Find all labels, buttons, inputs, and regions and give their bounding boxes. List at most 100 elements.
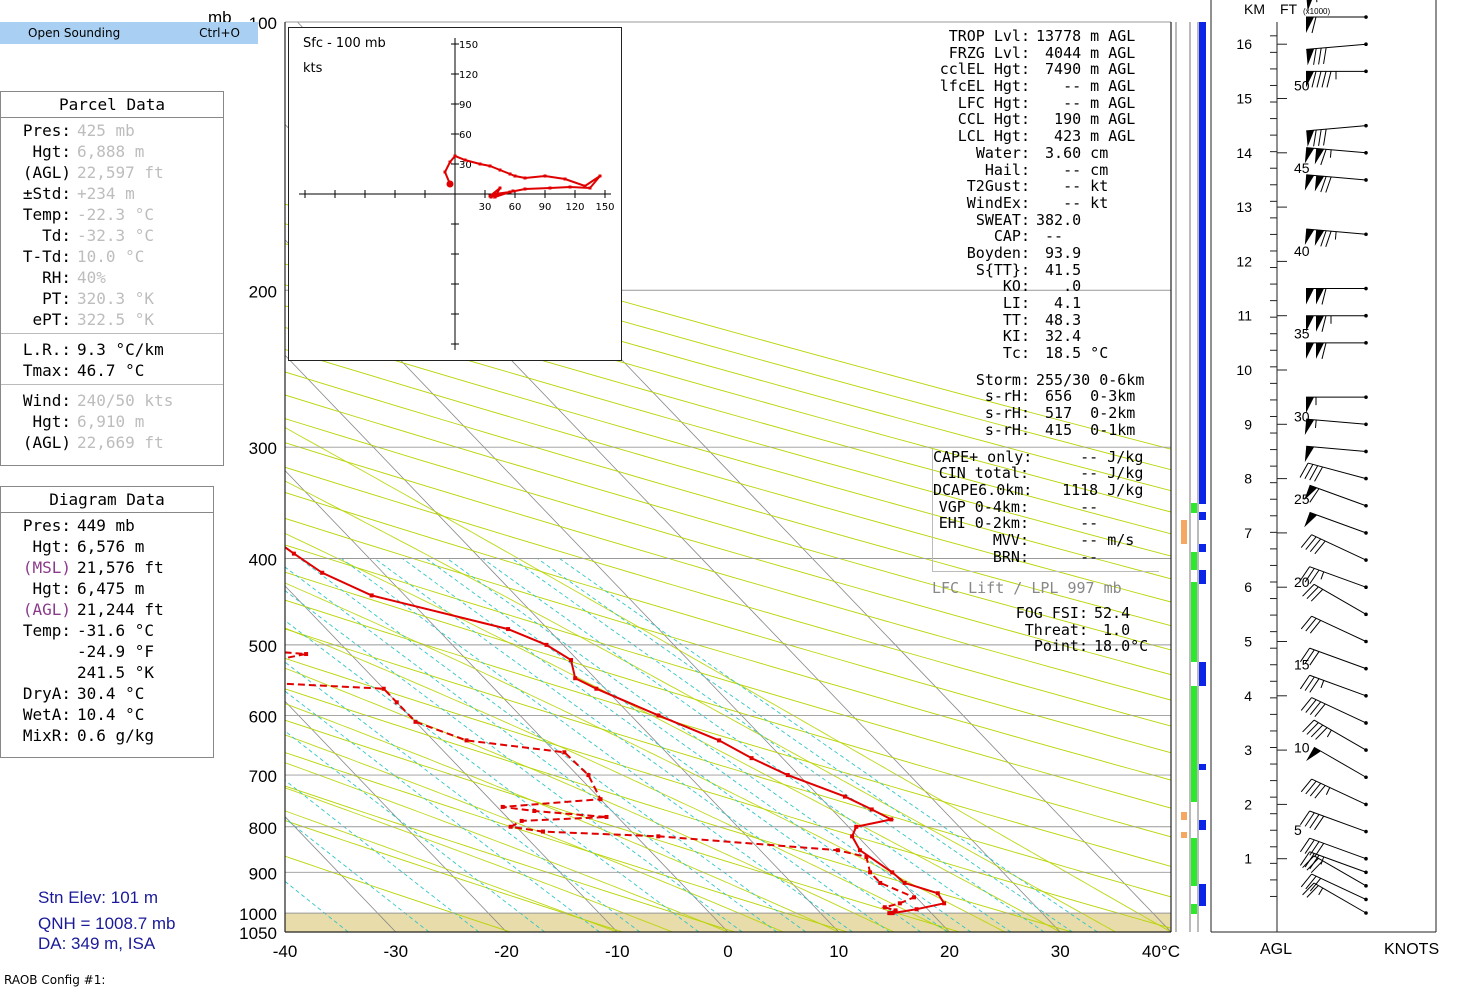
dry-adiabat-line <box>285 371 1171 627</box>
dewpoint-line-point <box>586 773 591 778</box>
index-row: WindEx: -- kt <box>918 195 1172 212</box>
km-tick-label: 15 <box>1236 91 1252 107</box>
parcel-label: PT: <box>42 289 71 308</box>
wind-barb-dot <box>1364 639 1368 644</box>
index-row: Hail: -- cm <box>918 161 1172 179</box>
wind-barb-dot <box>1364 232 1368 237</box>
stability-indices-panel: TROP Lvl: 13778 m AGL FRZG Lvl: 4044 m AGL… <box>918 28 1172 655</box>
hodo-x-label: 120 <box>565 202 584 213</box>
wind-barb-feather <box>1320 149 1327 166</box>
ft-tick-label: 35 <box>1294 326 1310 342</box>
hodograph-units: kts <box>303 61 323 76</box>
wind-barb-flag <box>1306 315 1314 332</box>
pressure-tick-label: 600 <box>249 707 277 726</box>
cape-index-value: -- J/kg <box>1035 447 1144 466</box>
wind-barb-feather <box>1316 71 1322 88</box>
isotherm-line <box>285 354 840 932</box>
parcel-label: (AGL) <box>22 163 71 182</box>
storm-index-value: 415 0-1km <box>1036 420 1136 439</box>
index-row: LFC Hgt: -- m AGL <box>918 95 1172 112</box>
storm-index-value: 656 0-3km <box>1036 387 1136 406</box>
wind-barb-dot <box>1364 802 1368 807</box>
index-row: LCL Hgt: 423 m AGL <box>918 128 1172 145</box>
temperature-tick-label: 10 <box>829 942 848 961</box>
diagram-panel-title: Diagram Data <box>1 487 213 513</box>
pressure-tick-label: 1000 <box>239 905 277 924</box>
wind-barb-staff <box>1311 534 1367 561</box>
diagram-label: DryA: <box>22 684 71 703</box>
index-value: -- m AGL <box>1036 77 1136 96</box>
wind-barb-feather <box>1309 678 1320 693</box>
condition-bars <box>1175 22 1206 932</box>
parcel-value: 10.0 °C <box>77 247 145 266</box>
wind-barb-staff <box>1306 125 1367 132</box>
wind-barb-half-feather <box>1325 787 1331 795</box>
hodo-x-label: 60 <box>509 202 522 213</box>
fog-index-row: FOG FSI: 52.4 <box>918 605 1172 622</box>
wind-barb-feather <box>1313 48 1317 65</box>
bar-blue-segment <box>1199 544 1206 552</box>
index-value: 3.60 cm <box>1036 143 1109 162</box>
dewpoint-line-point <box>604 814 609 819</box>
bar-blue-segment <box>1199 820 1206 830</box>
diagram-row: -24.9 °F <box>1 641 213 662</box>
wind-barb-feather <box>1323 129 1327 146</box>
moist-adiabat-line <box>285 703 839 932</box>
hodograph-point <box>508 172 512 176</box>
temperature-line-point <box>320 570 325 575</box>
moist-adiabat-line <box>285 810 618 932</box>
hodograph-inset[interactable]: Sfc - 100 mb kts 30 30 60 60 90 90 120 120 150 15… <box>288 27 622 361</box>
wind-barb-feather <box>1310 724 1324 738</box>
dewpoint-line-point <box>236 575 240 579</box>
wind-barb-flag <box>1304 174 1315 191</box>
wind-barb-feather <box>1299 837 1311 853</box>
parcel-wind-row: Hgt: 6,910 m <box>1 411 223 432</box>
index-value: 7490 m AGL <box>1036 60 1136 79</box>
wind-barb-dot <box>1364 911 1368 915</box>
raob-config: RAOB Config #1: <box>4 973 106 987</box>
index-value: 48.3 <box>1036 310 1082 329</box>
dewpoint-line-point <box>464 738 469 743</box>
wind-barb-feather <box>1302 584 1315 597</box>
dewpoint-line-point <box>394 700 399 705</box>
wind-barb-feather <box>1300 697 1313 711</box>
dewpoint-line-point <box>656 834 661 839</box>
wind-barb-feather <box>1309 854 1320 870</box>
wind-barb-half-feather <box>1320 571 1325 580</box>
wind-barb-flag <box>1306 0 1312 12</box>
cape-index-value: -- <box>1035 497 1099 516</box>
ft-header-sub: (x1000) <box>1303 7 1330 16</box>
wind-barb-feather <box>1300 873 1313 888</box>
wind-barb-dot <box>1364 558 1368 562</box>
diagram-label: (AGL) <box>22 600 71 619</box>
axes: 10020030040050060070080090010001050mb-40… <box>208 8 1180 961</box>
wind-barb-staff <box>1309 484 1367 507</box>
isotherm-line <box>285 469 729 932</box>
mixing-ratio-line <box>285 730 545 932</box>
parcel-rows-lapse: L.R.: 9.3 °C/km Tmax: 46.7 °C <box>1 337 223 381</box>
dry-adiabat-line <box>285 688 1073 932</box>
diagram-value: 30.4 °C <box>77 684 145 703</box>
hodograph-point <box>523 176 527 180</box>
pressure-tick-label: 500 <box>249 637 277 656</box>
km-tick-label: 2 <box>1244 796 1252 812</box>
parcel-row: RH: 40% <box>1 267 223 288</box>
cape-index-value: -- m/s <box>1035 530 1135 549</box>
ground-band-fill <box>285 913 1171 932</box>
km-tick-label: 3 <box>1244 742 1252 758</box>
fog-index-value: 52.4 <box>1094 604 1131 623</box>
diagram-data-panel: Diagram Data Pres: 449 mb Hgt: 6,576 m (MSL)… <box>0 486 214 758</box>
wind-barb-flag <box>1314 229 1325 246</box>
open-sounding-menu-item[interactable]: Open Sounding Ctrl+O <box>0 22 258 44</box>
wind-barb-feather <box>1309 651 1320 666</box>
cape-index-value: -- <box>1035 547 1099 566</box>
wind-barb-feather <box>1304 839 1315 854</box>
diagram-row: MixR: 0.6 g/kg <box>1 725 213 746</box>
parcel-label: Hgt: <box>32 142 71 161</box>
dewpoint-line-point <box>893 908 898 913</box>
hodograph-start-dot <box>446 180 454 188</box>
dry-adiabat-line <box>285 348 1171 603</box>
wind-barb-flag <box>1304 485 1318 501</box>
dewpoint-line-point <box>598 797 603 802</box>
